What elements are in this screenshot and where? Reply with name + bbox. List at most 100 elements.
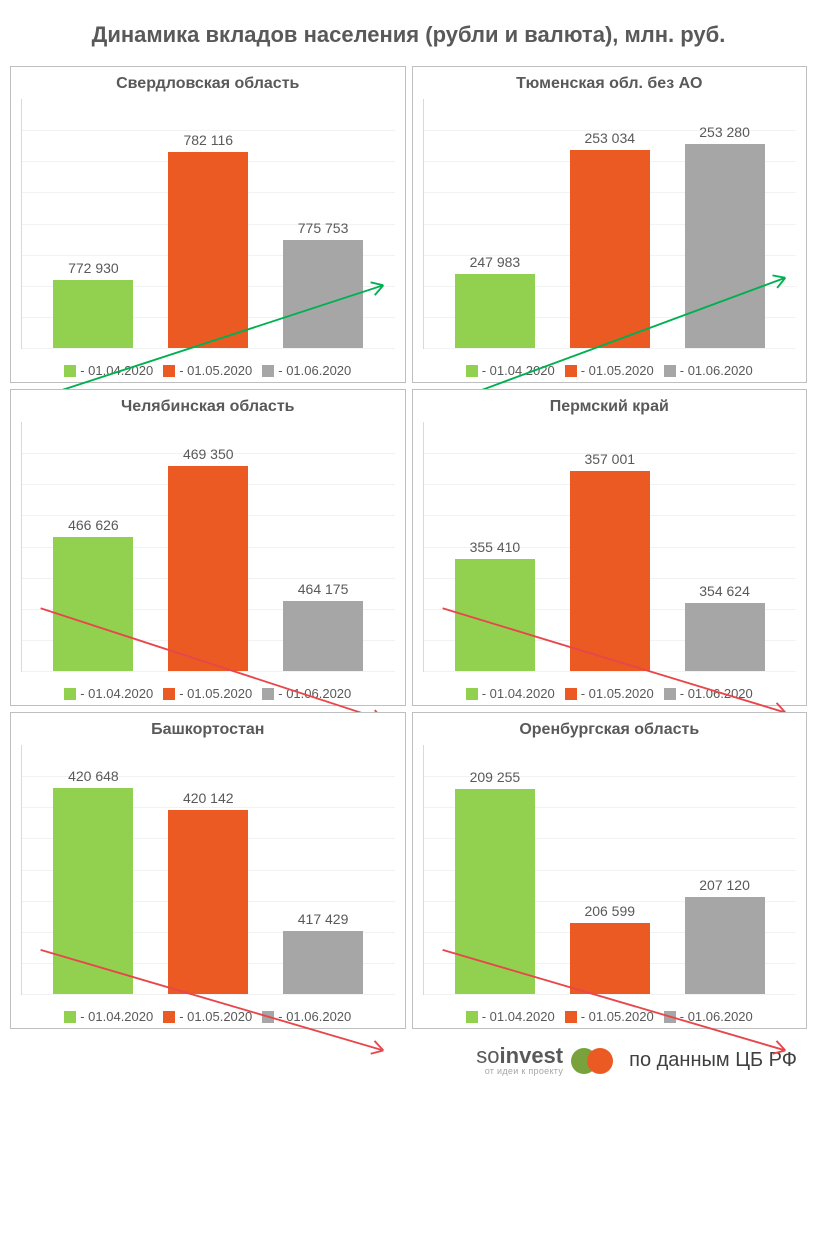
legend-item: - 01.05.2020 [163,363,252,378]
legend-label: - 01.04.2020 [482,363,555,378]
legend-label: - 01.04.2020 [482,1009,555,1024]
legend-item: - 01.05.2020 [163,1009,252,1024]
chart-panel: Тюменская обл. без АО 247 983 253 034 253 2… [412,66,808,383]
bar-value-label: 355 410 [470,539,521,555]
legend-item: - 01.04.2020 [64,363,153,378]
legend: - 01.04.2020 - 01.05.2020 - 01.06.2020 [17,1009,399,1024]
legend-label: - 01.06.2020 [278,686,351,701]
panel-title: Пермский край [419,398,801,416]
legend-swatch [466,688,478,700]
panel-title: Тюменская обл. без АО [419,75,801,93]
bar: 209 255 [447,769,543,994]
bar: 207 120 [676,877,772,994]
logo: soinvest от идеи к проекту [476,1045,615,1076]
legend-item: - 01.05.2020 [163,686,252,701]
legend-label: - 01.04.2020 [80,363,153,378]
legend-swatch [664,365,676,377]
legend-swatch [466,1011,478,1023]
bar-value-label: 253 034 [584,130,635,146]
legend-swatch [262,688,274,700]
bar: 253 034 [562,130,658,348]
legend-label: - 01.05.2020 [581,363,654,378]
bar: 782 116 [160,132,256,348]
legend-item: - 01.05.2020 [565,686,654,701]
source-text: по данным ЦБ РФ [629,1049,797,1072]
legend-label: - 01.06.2020 [278,1009,351,1024]
legend-item: - 01.04.2020 [466,363,555,378]
bar-value-label: 354 624 [699,583,750,599]
chart-grid: Свердловская область772 930782 116775 75… [10,66,807,1029]
legend-label: - 01.04.2020 [80,686,153,701]
plot-area: 247 983 253 034 253 280 [423,99,797,349]
bar-value-label: 420 142 [183,790,234,806]
legend-swatch [163,365,175,377]
legend: - 01.04.2020 - 01.05.2020 - 01.06.2020 [17,686,399,701]
bar: 253 280 [676,124,772,348]
legend-label: - 01.05.2020 [581,1009,654,1024]
chart-panel: Челябинская область466 626469 350464 175… [10,389,406,706]
bar: 464 175 [275,581,371,671]
legend-item: - 01.05.2020 [565,1009,654,1024]
bar: 420 648 [45,768,141,994]
bar: 420 142 [160,790,256,994]
bar-value-label: 775 753 [298,220,349,236]
legend: - 01.04.2020 - 01.05.2020 - 01.06.2020 [419,686,801,701]
chart-panel: Свердловская область772 930782 116775 75… [10,66,406,383]
panel-title: Башкортостан [17,721,399,739]
bar: 354 624 [676,583,772,671]
bar-value-label: 469 350 [183,446,234,462]
legend-item: - 01.06.2020 [262,1009,351,1024]
logo-sub: от идеи к проекту [476,1067,563,1076]
legend-label: - 01.04.2020 [80,1009,153,1024]
logo-icon [571,1048,615,1074]
chart-panel: Оренбургская область 209 255 206 599 207 12… [412,712,808,1029]
bar-value-label: 253 280 [699,124,750,140]
legend-item: - 01.06.2020 [664,363,753,378]
bar-value-label: 247 983 [470,254,521,270]
legend-swatch [262,365,274,377]
plot-area: 772 930782 116775 753 [21,99,395,349]
legend-swatch [565,688,577,700]
legend-swatch [64,688,76,700]
logo-main: soinvest [476,1045,563,1067]
legend-label: - 01.06.2020 [680,1009,753,1024]
footer: soinvest от идеи к проекту по данным ЦБ … [10,1045,797,1076]
bar: 357 001 [562,451,658,671]
bar-value-label: 357 001 [584,451,635,467]
bar: 417 429 [275,911,371,994]
bar: 247 983 [447,254,543,348]
legend-item: - 01.04.2020 [466,1009,555,1024]
legend-swatch [262,1011,274,1023]
bar: 355 410 [447,539,543,671]
legend-swatch [64,365,76,377]
bar-value-label: 209 255 [470,769,521,785]
legend: - 01.04.2020 - 01.05.2020 - 01.06.2020 [419,363,801,378]
panel-title: Челябинская область [17,398,399,416]
bar-value-label: 206 599 [584,903,635,919]
legend-swatch [163,1011,175,1023]
legend-swatch [664,1011,676,1023]
legend-item: - 01.06.2020 [664,686,753,701]
legend-item: - 01.04.2020 [466,686,555,701]
plot-area: 355 410 357 001 354 624 [423,422,797,672]
legend-item: - 01.06.2020 [262,363,351,378]
legend-item: - 01.05.2020 [565,363,654,378]
legend-swatch [64,1011,76,1023]
legend-swatch [565,365,577,377]
legend-swatch [466,365,478,377]
legend-label: - 01.06.2020 [278,363,351,378]
bar-value-label: 417 429 [298,911,349,927]
legend-label: - 01.06.2020 [680,363,753,378]
legend-label: - 01.05.2020 [179,363,252,378]
legend-item: - 01.04.2020 [64,686,153,701]
panel-title: Свердловская область [17,75,399,93]
panel-title: Оренбургская область [419,721,801,739]
bar-value-label: 207 120 [699,877,750,893]
legend-label: - 01.05.2020 [179,1009,252,1024]
legend-swatch [664,688,676,700]
legend-label: - 01.06.2020 [680,686,753,701]
bar: 206 599 [562,903,658,994]
legend-swatch [565,1011,577,1023]
bar-value-label: 782 116 [183,132,233,148]
legend: - 01.04.2020 - 01.05.2020 - 01.06.2020 [17,363,399,378]
